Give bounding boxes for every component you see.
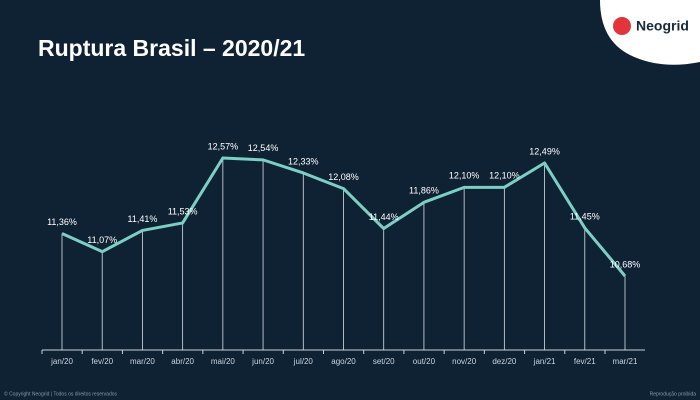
data-label: 12,49% (529, 146, 560, 156)
chart-title: Ruptura Brasil – 2020/21 (38, 35, 305, 61)
x-tick-label: jul/20 (293, 357, 314, 366)
x-tick-label: set/20 (373, 357, 395, 366)
series-line (61, 156, 627, 277)
logo-badge (600, 0, 700, 65)
data-label: 12,10% (449, 171, 480, 181)
data-label: 11,07% (87, 235, 117, 245)
data-label: 12,10% (489, 171, 520, 181)
data-label: 12,08% (328, 172, 359, 182)
data-label: 11,86% (409, 186, 439, 196)
data-label: 12,54% (248, 143, 279, 153)
x-tick-label: out/20 (413, 357, 436, 366)
x-tick-label: fev/21 (574, 357, 596, 366)
data-label: 12,57% (208, 141, 239, 151)
footer-left: © Copyright Neogrid | Todos os direitos … (4, 390, 118, 397)
data-label: 11,45% (570, 211, 600, 221)
x-tick-label: fev/20 (91, 357, 113, 366)
x-tick-label: ago/20 (331, 357, 356, 366)
x-tick-label: mar/20 (130, 357, 155, 366)
x-tick-label: jan/20 (50, 357, 73, 366)
x-tick-label: abr/20 (171, 357, 194, 366)
x-tick-label: jan/21 (533, 357, 556, 366)
x-tick-label: jun/20 (251, 357, 274, 366)
brand: Neogrid (636, 18, 689, 34)
logo-icon (613, 17, 631, 35)
data-label: 12,33% (288, 156, 319, 166)
data-label: 11,36% (47, 217, 77, 227)
x-tick-label: dez/20 (492, 357, 517, 366)
x-tick-label: mai/20 (211, 357, 236, 366)
data-label: 11,41% (127, 214, 157, 224)
data-label: 10,68% (610, 259, 641, 269)
data-label: 11,44% (369, 212, 399, 222)
x-tick-label: mar/21 (613, 357, 638, 366)
data-label: 11,53% (168, 206, 198, 216)
x-tick-label: nov/20 (452, 357, 477, 366)
footer-right: Reprodução proibida (650, 391, 697, 397)
